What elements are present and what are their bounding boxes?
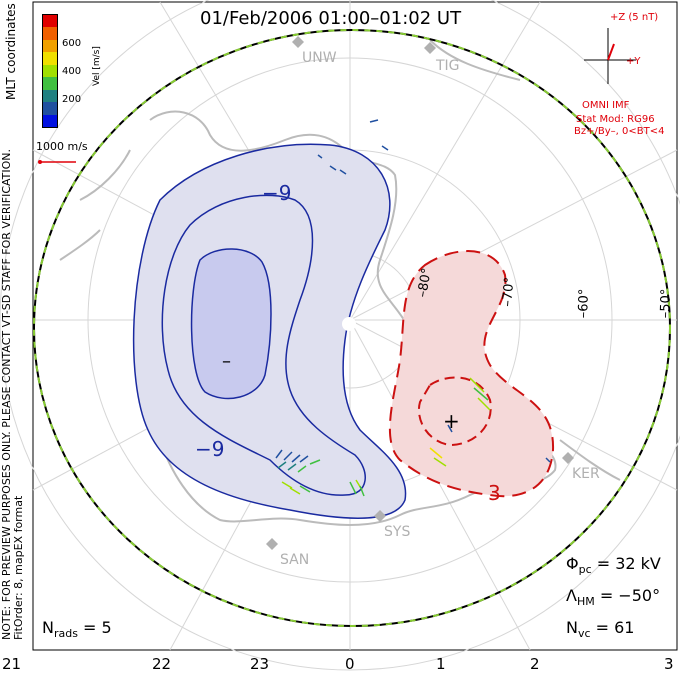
imf-condition: Bz+/By–, 0<BT<4 <box>574 126 665 137</box>
colorbar-segment <box>43 114 57 127</box>
mlt-tick-2: 2 <box>530 655 540 673</box>
colorbar-segment <box>43 27 57 40</box>
colorbar-segment <box>43 39 57 53</box>
colorbar-segment <box>43 52 57 65</box>
mlt-tick-3: 3 <box>664 655 674 673</box>
positive-cell-inner <box>417 376 492 447</box>
coastline-east <box>429 39 621 481</box>
site-label-tig: TIG <box>436 58 460 74</box>
colorbar-tick-200: 200 <box>62 94 82 105</box>
radar-site-markers <box>266 36 574 550</box>
colorbar-segment <box>43 89 57 103</box>
colorbar-segment <box>43 102 57 115</box>
map-title: 01/Feb/2006 01:00–01:02 UT <box>200 8 462 29</box>
stat-lambda-symbol: Λ <box>566 586 577 605</box>
stat-lambda-value: = −50° <box>599 586 661 605</box>
imf-y-label: +Y <box>626 56 641 67</box>
site-label-unw: UNW <box>302 50 337 66</box>
stat-n-vc-symbol: N <box>566 618 578 637</box>
stat-lambda-hm: ΛHM = −50° <box>566 586 660 608</box>
coastline-peninsula <box>59 149 131 261</box>
imf-clock-dial <box>584 28 636 84</box>
site-label-sys: SYS <box>384 524 411 540</box>
stat-n-rads-symbol: N <box>42 618 54 637</box>
velocity-scale-origin <box>38 160 42 164</box>
stat-n-rads-sub: rads <box>53 627 78 641</box>
velocity-scale-label: 1000 m/s <box>36 140 88 153</box>
mlt-tick-1: 1 <box>436 655 446 673</box>
potential-min-marker: – <box>222 351 231 372</box>
stat-phi-symbol: Φ <box>566 554 579 573</box>
velocity-vectors <box>275 119 551 497</box>
mlt-tick-23: 23 <box>250 655 270 673</box>
colorbar-segment <box>43 64 57 78</box>
site-label-ker: KER <box>572 466 600 482</box>
heppner-maynard-boundary-dash <box>33 29 671 627</box>
contour-label-positive: 3 <box>488 481 501 505</box>
colorbar-title: Vel [m/s] <box>92 46 102 86</box>
colorbar-segment <box>43 77 57 90</box>
stat-n-vc-value: = 61 <box>595 618 635 637</box>
imf-source: OMNI IMF <box>582 100 630 111</box>
mlt-tick-22: 22 <box>152 655 172 673</box>
mlt-tick-21: 21 <box>2 655 22 673</box>
stat-n-vc-sub: vc <box>577 627 591 641</box>
stat-phi-pc: Φpc = 32 kV <box>566 554 661 576</box>
potential-max-marker: + <box>443 409 460 433</box>
stat-phi-value: = 32 kV <box>596 554 661 573</box>
coordinates-note: MLT coordinates <box>4 3 18 100</box>
colorbar-tick-400: 400 <box>62 66 82 77</box>
contour-label-negative-2: −9 <box>195 437 224 461</box>
stat-n-rads-value: = 5 <box>83 618 112 637</box>
stat-n-rads: Nrads = 5 <box>42 618 112 640</box>
imf-z-label: +Z (5 nT) <box>610 12 659 23</box>
fit-order-note: FitOrder: 8, mapEX format <box>12 495 25 640</box>
latitude-label-70: –70° <box>500 276 518 308</box>
colorbar-tick-600: 600 <box>62 38 82 49</box>
latitude-label-50: –50° <box>658 288 675 319</box>
stat-phi-sub: pc <box>578 563 592 577</box>
imf-vector <box>607 43 615 61</box>
velocity-colorbar <box>42 14 58 128</box>
latitude-label-60: –60° <box>576 288 593 319</box>
stat-n-vc: Nvc = 61 <box>566 618 634 640</box>
site-label-san: SAN <box>280 552 310 568</box>
imf-model: Stat Mod: RG96 <box>576 114 655 125</box>
stat-lambda-sub: HM <box>576 595 595 609</box>
contour-label-negative-1: −9 <box>262 181 291 205</box>
geographic-pole-marker <box>342 317 356 331</box>
negative-cell-inner <box>190 248 272 400</box>
colorbar-segment <box>43 15 57 28</box>
mlt-tick-0: 0 <box>345 655 355 673</box>
